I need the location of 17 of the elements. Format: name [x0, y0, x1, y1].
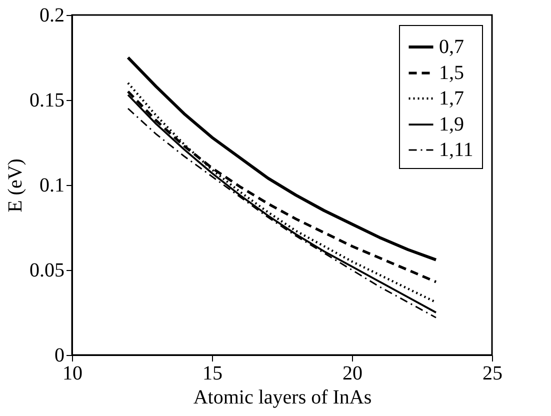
legend-label: 1,7 — [439, 88, 464, 110]
legend-label: 0,7 — [439, 36, 464, 58]
y-tick-label: 0.15 — [30, 90, 64, 112]
y-tick-label: 0.05 — [30, 260, 64, 282]
x-tick-label: 20 — [342, 362, 362, 384]
y-tick-label: 0.1 — [40, 174, 64, 196]
legend-label: 1,9 — [439, 114, 464, 136]
x-axis-title: Atomic layers of InAs — [193, 386, 372, 408]
x-tick-label: 10 — [62, 362, 82, 384]
y-tick-label: 0.2 — [40, 4, 64, 26]
line-series — [126, 56, 438, 262]
y-axis-title: E (eV) — [4, 158, 26, 212]
x-tick-label: 25 — [482, 362, 502, 384]
legend-label: 1,11 — [439, 139, 474, 161]
y-tick-label: 0 — [54, 344, 64, 366]
legend-label: 1,5 — [439, 62, 464, 84]
x-tick-label: 15 — [202, 362, 222, 384]
